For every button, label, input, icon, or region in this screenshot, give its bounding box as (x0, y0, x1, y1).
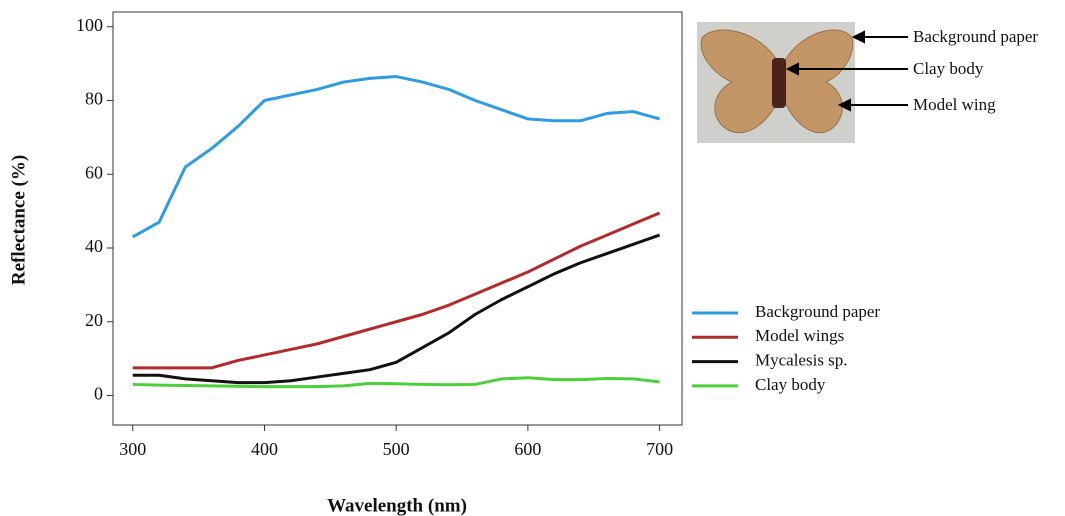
chart: Wavelength (nm) Reflectance (%) Backgrou… (0, 0, 1065, 516)
x-tick-label: 700 (646, 439, 673, 459)
y-tick-label: 100 (76, 15, 103, 35)
series-line (133, 77, 660, 237)
annotation: Background paper (913, 27, 1038, 46)
inset-photo (697, 22, 855, 143)
y-tick-label: 20 (85, 310, 103, 330)
y-tick-label: 40 (85, 236, 103, 256)
annotation: Clay body (913, 59, 984, 78)
series-line (133, 213, 660, 368)
annotation: Model wing (913, 95, 996, 114)
y-tick-label: 80 (85, 89, 103, 109)
series-line (133, 235, 660, 383)
legend-label: Mycalesis sp. (755, 351, 848, 370)
y-axis-label: Reflectance (%) (8, 155, 29, 285)
x-tick-label: 500 (383, 439, 410, 459)
legend-label: Clay body (755, 375, 826, 394)
x-axis-label: Wavelength (nm) (327, 495, 467, 516)
y-tick-label: 0 (94, 384, 103, 404)
x-tick-label: 300 (119, 439, 146, 459)
x-tick-label: 400 (251, 439, 278, 459)
legend-label: Background paper (755, 302, 880, 321)
legend-label: Model wings (755, 326, 844, 345)
x-tick-label: 600 (514, 439, 541, 459)
y-tick-label: 60 (85, 162, 103, 182)
